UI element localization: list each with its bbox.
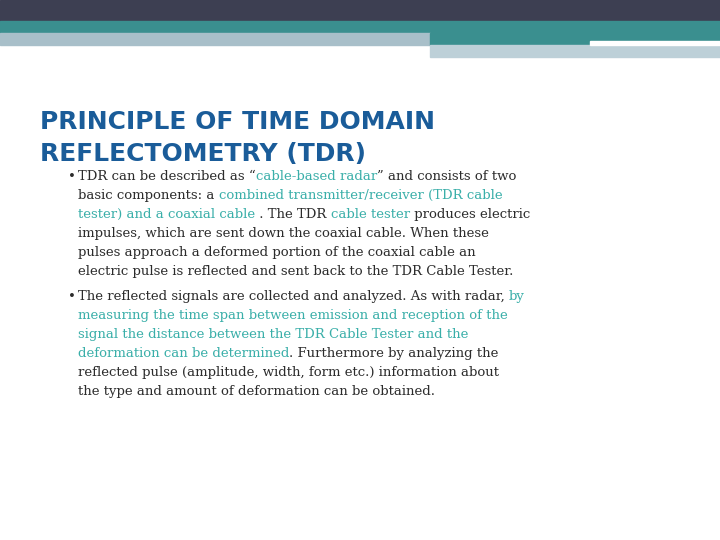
Text: •: • <box>68 290 76 303</box>
Text: electric pulse is reflected and sent back to the TDR Cable Tester.: electric pulse is reflected and sent bac… <box>78 265 513 278</box>
Text: cable-based radar: cable-based radar <box>256 170 377 183</box>
Bar <box>590 41 720 45</box>
Bar <box>0 0 720 21</box>
Text: the type and amount of deformation can be obtained.: the type and amount of deformation can b… <box>78 385 435 398</box>
Text: The reflected signals are collected and analyzed. As with radar,: The reflected signals are collected and … <box>78 290 509 303</box>
Text: cable tester: cable tester <box>330 208 410 221</box>
Bar <box>0 33 430 45</box>
Text: impulses, which are sent down the coaxial cable. When these: impulses, which are sent down the coaxia… <box>78 227 489 240</box>
Text: . Furthermore by analyzing the: . Furthermore by analyzing the <box>289 347 499 360</box>
Text: reflected pulse (amplitude, width, form etc.) information about: reflected pulse (amplitude, width, form … <box>78 366 499 379</box>
Text: deformation can be determined: deformation can be determined <box>78 347 289 360</box>
Text: . The TDR: . The TDR <box>255 208 330 221</box>
Text: tester) and a coaxial cable: tester) and a coaxial cable <box>78 208 255 221</box>
Text: •: • <box>68 170 76 183</box>
Bar <box>430 33 720 45</box>
Text: combined transmitter/receiver (TDR cable: combined transmitter/receiver (TDR cable <box>219 189 503 202</box>
Text: pulses approach a deformed portion of the coaxial cable an: pulses approach a deformed portion of th… <box>78 246 476 259</box>
Text: by: by <box>509 290 525 303</box>
Bar <box>0 21 720 33</box>
Text: TDR can be described as “: TDR can be described as “ <box>78 170 256 183</box>
Text: PRINCIPLE OF TIME DOMAIN: PRINCIPLE OF TIME DOMAIN <box>40 110 435 134</box>
Text: produces electric: produces electric <box>410 208 530 221</box>
Text: measuring the time span between emission and reception of the: measuring the time span between emission… <box>78 309 508 322</box>
Text: REFLECTOMETRY (TDR): REFLECTOMETRY (TDR) <box>40 142 366 166</box>
Text: ” and consists of two: ” and consists of two <box>377 170 516 183</box>
Text: signal the distance between the TDR Cable Tester and the: signal the distance between the TDR Cabl… <box>78 328 469 341</box>
Text: basic components: a: basic components: a <box>78 189 219 202</box>
Bar <box>430 45 720 57</box>
